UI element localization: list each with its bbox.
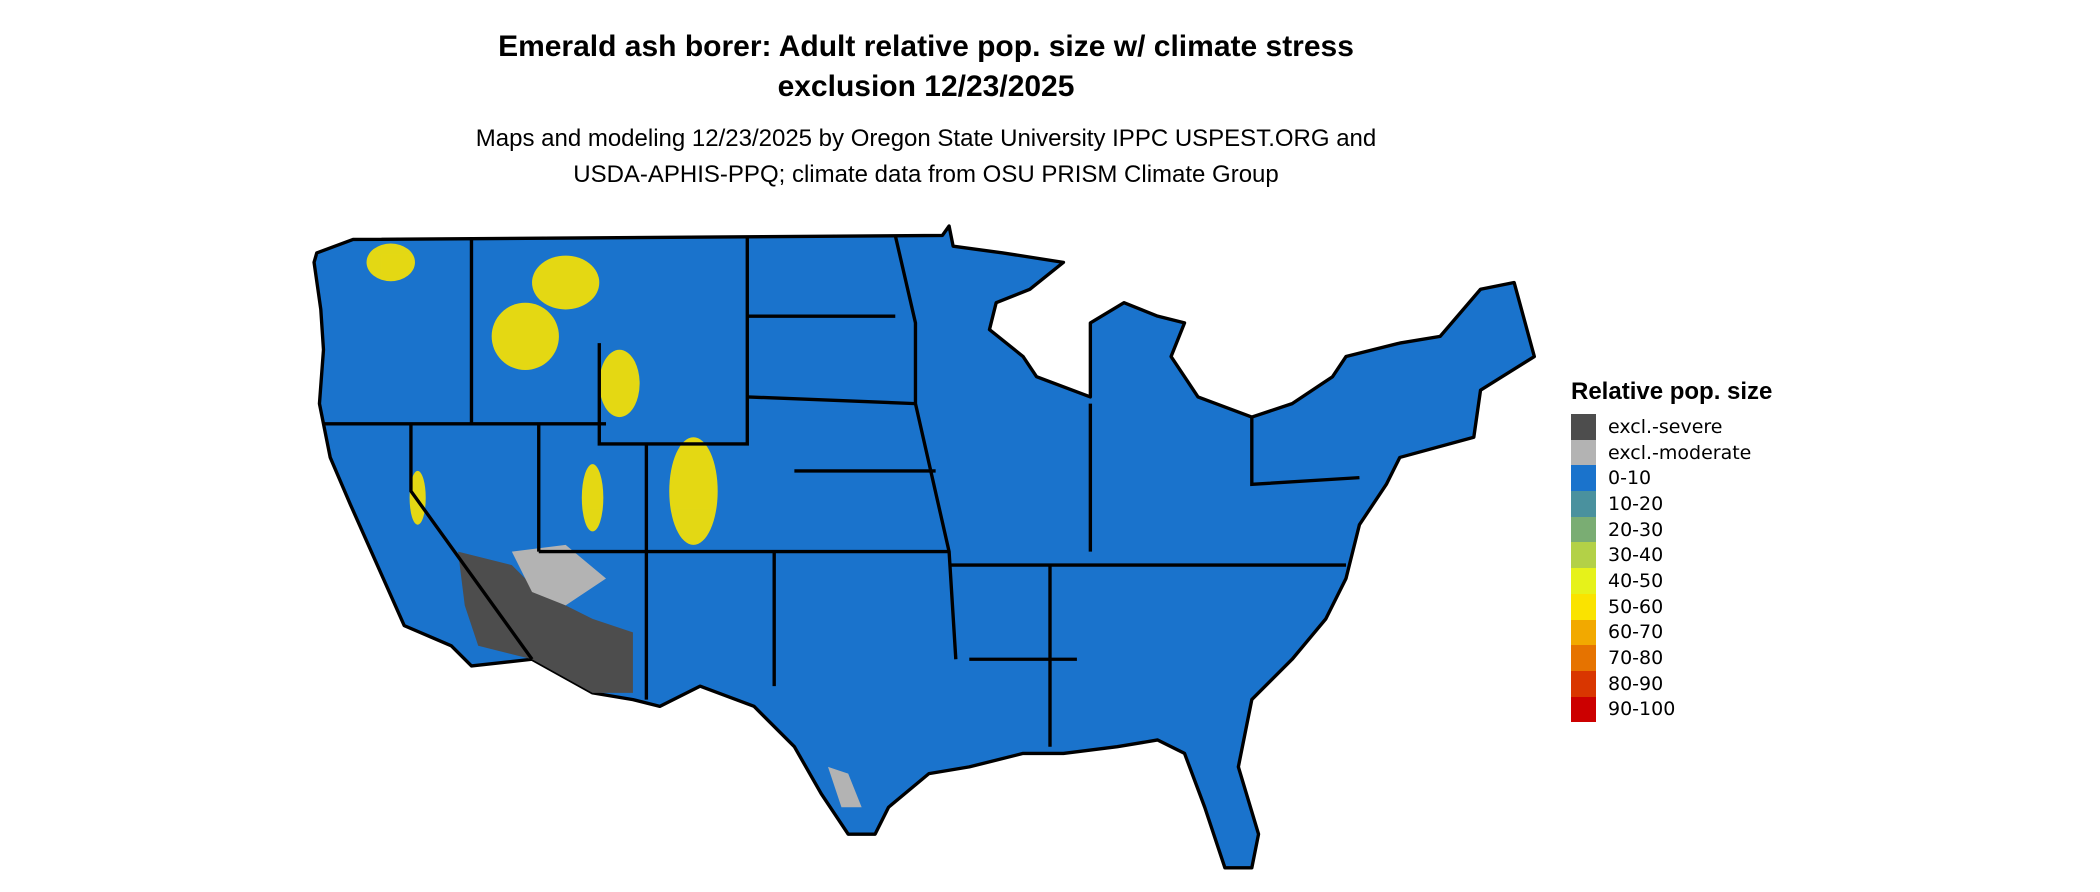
legend-label: 20-30	[1608, 518, 1664, 541]
subtitle-line2: USDA-APHIS-PPQ; climate data from OSU PR…	[573, 161, 1279, 188]
legend-label: 60-70	[1608, 621, 1664, 644]
state-borders	[323, 235, 1360, 747]
legend-swatch	[1571, 491, 1596, 517]
high-suitability-areas	[366, 243, 718, 545]
legend-swatch	[1571, 542, 1596, 569]
legend-label: excl.-moderate	[1608, 441, 1752, 464]
legend-label: 40-50	[1608, 569, 1664, 592]
legend-item: excl.-severe	[1571, 414, 1772, 440]
legend-swatch	[1571, 696, 1596, 723]
map-title-line1: Emerald ash borer: Adult relative pop. s…	[498, 30, 1354, 63]
legend-item: 10-20	[1571, 491, 1772, 517]
legend-label: 0-10	[1608, 467, 1652, 490]
legend-swatch	[1571, 516, 1596, 543]
legend-label: 50-60	[1608, 595, 1664, 618]
legend-label: 70-80	[1608, 647, 1664, 670]
legend-label: 80-90	[1608, 672, 1664, 695]
legend-swatch	[1571, 645, 1596, 671]
legend-item: 80-90	[1571, 670, 1772, 697]
legend-swatch	[1571, 568, 1596, 594]
map-title-line2: exclusion 12/23/2025	[777, 70, 1075, 103]
legend-item: 20-30	[1571, 516, 1772, 543]
exclusion-moderate-areas	[511, 544, 862, 808]
subtitle-line1: Maps and modeling 12/23/2025 by Oregon S…	[475, 125, 1377, 152]
legend-item: 30-40	[1571, 542, 1772, 569]
legend-label: 90-100	[1608, 698, 1676, 721]
legend-item: 40-50	[1571, 568, 1772, 594]
legend-label: 30-40	[1608, 544, 1664, 567]
legend-swatch	[1571, 414, 1596, 440]
legend-swatch	[1571, 439, 1596, 466]
legend: Relative pop. size excl.-severe excl.-mod…	[1571, 378, 1773, 723]
legend-label: excl.-severe	[1608, 415, 1723, 438]
legend-swatch	[1571, 465, 1596, 492]
legend-label: 10-20	[1608, 492, 1664, 515]
legend-title: Relative pop. size	[1571, 378, 1773, 405]
legend-swatch	[1571, 619, 1596, 646]
legend-item: 50-60	[1571, 593, 1772, 620]
exclusion-severe-areas	[458, 551, 633, 693]
legend-item: 60-70	[1571, 619, 1772, 646]
legend-swatch	[1571, 670, 1596, 697]
legend-swatch	[1571, 593, 1596, 620]
legend-item: 0-10	[1571, 465, 1772, 492]
legend-item: 90-100	[1571, 696, 1772, 723]
legend-item: excl.-moderate	[1571, 439, 1772, 466]
legend-item: 70-80	[1571, 645, 1772, 671]
